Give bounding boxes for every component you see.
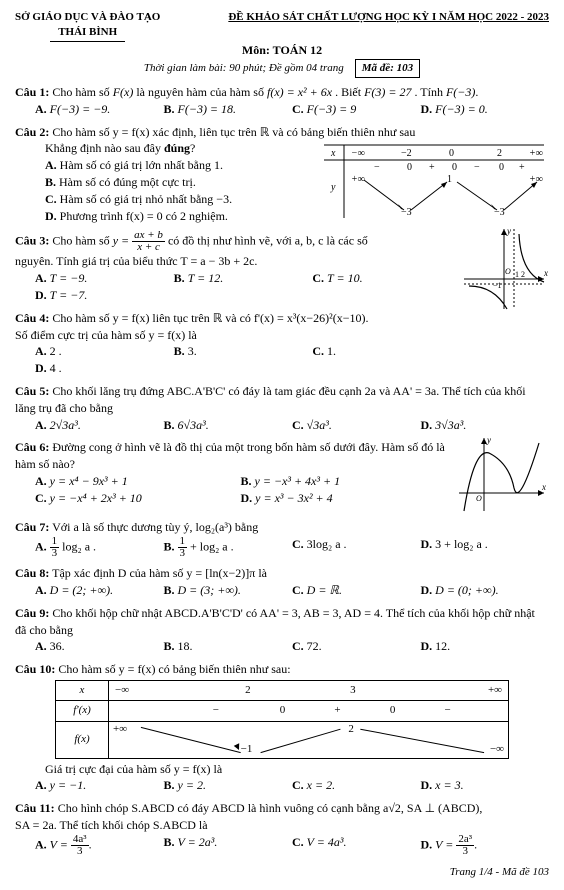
svg-text:+∞: +∞ [529, 148, 543, 159]
page-footer: Trang 1/4 - Mã đề 103 [15, 865, 549, 880]
question-11: Câu 11: Cho hình chóp S.ABCD có đáy ABCD… [15, 800, 549, 817]
q1-options: A. F(−3) = −9. B. F(−3) = 18. C. F(−3) =… [35, 101, 549, 118]
issuer-line1: SỞ GIÁO DỤC VÀ ĐÀO TẠO [15, 10, 160, 25]
q10-options: A. y = −1. B. y = 2. C. x = 2. D. x = 3. [35, 777, 549, 794]
q3-graph: x y O −1 1 2 [451, 224, 549, 377]
q2-variation-table: x y −∞ −2 0 2 +∞ − 0 + 0 − 0 + +∞ 1 +∞ −… [311, 140, 549, 224]
q10-sub: Giá trị cực đại của hàm số y = f(x) là [45, 761, 549, 778]
q10-table: x −∞ 2 3 +∞ f'(x) − 0 + 0 − f(x) +∞ 2 [55, 680, 509, 759]
svg-text:−1: −1 [493, 281, 502, 290]
svg-text:−2: −2 [401, 148, 412, 159]
q6-graph: x y O [446, 433, 549, 513]
svg-text:+: + [429, 162, 435, 173]
svg-text:−∞: −∞ [351, 148, 365, 159]
cubic-graph: x y O [454, 433, 549, 513]
question-1: Câu 1: Cho hàm số F(x) là nguyên hàm của… [15, 84, 549, 118]
svg-text:0: 0 [407, 162, 412, 173]
svg-text:−: − [374, 162, 380, 173]
timing-line: Thời gian làm bài: 90 phút; Đề gồm 04 tr… [15, 59, 549, 78]
question-3: Câu 3: Cho hàm số y = ax + bx + c có đồ … [15, 230, 451, 253]
question-2: Câu 2: Cho hàm số y = f(x) xác định, liê… [15, 124, 549, 141]
svg-text:O: O [505, 267, 511, 276]
exam-code-box: Mã đề: 103 [355, 59, 420, 78]
exam-title: ĐỀ KHẢO SÁT CHẤT LƯỢNG HỌC KỲ I NĂM HỌC … [228, 10, 549, 25]
svg-text:0: 0 [452, 162, 457, 173]
subject-line: Môn: TOÁN 12 [15, 42, 549, 59]
issuer: SỞ GIÁO DỤC VÀ ĐÀO TẠO THÁI BÌNH [15, 10, 160, 42]
svg-text:x: x [543, 268, 548, 278]
q9-options: A. 36. B. 18. C. 72. D. 12. [35, 638, 549, 655]
svg-text:O: O [476, 494, 482, 503]
svg-text:x: x [330, 148, 336, 159]
svg-text:y: y [486, 435, 491, 445]
svg-text:2: 2 [497, 148, 502, 159]
question-6: Câu 6: Đường cong ở hình vẽ là đồ thị củ… [15, 439, 446, 473]
q6-options: A. y = x⁴ − 9x³ + 1 B. y = −x³ + 4x³ + 1… [35, 473, 446, 507]
svg-text:y: y [330, 182, 336, 193]
q7-options: A. 13 log₂ a . B. 13 + log₂ a . C. 3log₂… [35, 536, 549, 559]
svg-text:1 2: 1 2 [515, 270, 525, 279]
issuer-line2: THÁI BÌNH [50, 25, 125, 41]
rational-graph: x y O −1 1 2 [459, 224, 549, 314]
question-4: Câu 4: Cho hàm số y = f(x) liên tục trên… [15, 310, 451, 327]
q11-options: A. V = 4a³3. B. V = 2a³. C. V = 4a³. D. … [35, 834, 549, 857]
svg-text:+∞: +∞ [351, 174, 365, 185]
svg-text:0: 0 [449, 148, 454, 159]
svg-text:0: 0 [499, 162, 504, 173]
question-5: Câu 5: Cho khối lăng trụ đứng ABC.A'B'C'… [15, 383, 549, 417]
svg-text:x: x [541, 482, 546, 492]
question-7: Câu 7: Với a là số thực dương tùy ý, log… [15, 519, 549, 536]
q5-options: A. 2√3a³. B. 6√3a³. C. √3a³. D. 3√3a³. [35, 417, 549, 434]
svg-text:1: 1 [447, 174, 452, 185]
q4-options: A. 2 . B. 3. C. 1. D. 4 . [35, 343, 451, 377]
variation-diagram: x y −∞ −2 0 2 +∞ − 0 + 0 − 0 + +∞ 1 +∞ −… [319, 140, 549, 220]
svg-text:−: − [474, 162, 480, 173]
exam-title-text: ĐỀ KHẢO SÁT CHẤT LƯỢNG HỌC KỲ I NĂM HỌC … [228, 10, 549, 25]
q8-options: A. D = (2; +∞). B. D = (3; +∞). C. D = ℝ… [35, 582, 549, 599]
question-8: Câu 8: Tập xác định D của hàm số y = [ln… [15, 565, 549, 582]
question-10: Câu 10: Cho hàm số y = f(x) có bảng biến… [15, 661, 549, 678]
svg-text:y: y [506, 226, 511, 236]
question-9: Câu 9: Cho khối hộp chữ nhật ABCD.A'B'C'… [15, 605, 549, 639]
svg-text:+: + [519, 162, 525, 173]
q3-options: A. T = −9. B. T = 12. C. T = 10. D. T = … [35, 270, 451, 304]
q2-prompt: Khẳng định nào sau đây đúng? [45, 140, 311, 157]
header: SỞ GIÁO DỤC VÀ ĐÀO TẠO THÁI BÌNH ĐỀ KHẢO… [15, 10, 549, 42]
